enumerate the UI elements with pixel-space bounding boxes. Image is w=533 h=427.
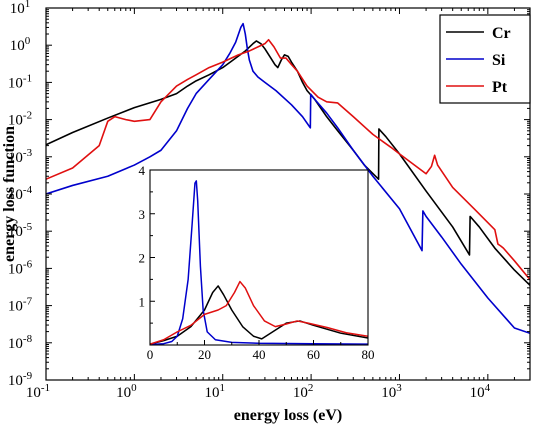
y-tick-exponent: 1 xyxy=(25,0,31,10)
inset-background xyxy=(150,170,368,345)
y-tick-base: 10 xyxy=(8,113,23,129)
inset-x-tick-label: 60 xyxy=(307,347,320,362)
y-tick-exponent: -6 xyxy=(23,258,33,270)
x-tick-label: 10-1 xyxy=(26,382,50,401)
x-tick-base: 10 xyxy=(116,385,131,401)
x-tick-exponent: 2 xyxy=(308,382,314,394)
x-tick-exponent: 1 xyxy=(219,382,225,394)
y-tick-label: 101 xyxy=(10,0,31,17)
inset-y-tick-label: 1 xyxy=(139,294,146,309)
y-tick-base: 10 xyxy=(8,150,23,166)
y-tick-base: 10 xyxy=(8,75,23,91)
y-tick-label: 10-5 xyxy=(8,221,33,240)
x-tick-label: 104 xyxy=(470,382,491,401)
y-tick-base: 10 xyxy=(10,38,25,54)
inset-y-tick-label: 3 xyxy=(139,207,146,222)
inset-x-tick-label: 80 xyxy=(362,347,375,362)
y-tick-base: 10 xyxy=(8,373,23,389)
legend-label-cr: Cr xyxy=(492,25,511,42)
inset-series-line-si xyxy=(150,180,368,345)
y-tick-base: 10 xyxy=(8,261,23,277)
inset-y-tick-label: 4 xyxy=(139,163,146,178)
x-tick-base: 10 xyxy=(470,385,485,401)
y-tick-exponent: -3 xyxy=(23,147,33,159)
series-line-pt xyxy=(46,38,530,281)
x-tick-label: 103 xyxy=(381,382,402,401)
legend-label-si: Si xyxy=(492,52,506,69)
y-tick-label: 10-1 xyxy=(8,72,32,91)
y-tick-exponent: -2 xyxy=(23,110,32,122)
series-line-si xyxy=(46,22,530,335)
y-tick-exponent: -9 xyxy=(23,370,33,382)
x-tick-label: 100 xyxy=(116,382,137,401)
x-tick-exponent: 0 xyxy=(131,382,137,394)
x-tick-exponent: -1 xyxy=(41,382,50,394)
y-tick-label: 10-4 xyxy=(8,184,33,203)
inset-x-tick-label: 40 xyxy=(253,347,266,362)
y-tick-exponent: 0 xyxy=(25,35,31,47)
x-tick-exponent: 4 xyxy=(485,382,491,394)
y-tick-label: 10-8 xyxy=(8,333,33,352)
y-tick-label: 10-7 xyxy=(8,296,33,315)
y-tick-base: 10 xyxy=(10,1,25,17)
y-tick-exponent: -8 xyxy=(23,333,33,345)
y-tick-exponent: -7 xyxy=(23,296,33,308)
y-tick-label: 10-3 xyxy=(8,147,33,166)
x-tick-base: 10 xyxy=(204,385,219,401)
y-tick-label: 100 xyxy=(10,35,31,54)
x-tick-label: 102 xyxy=(293,382,314,401)
x-axis-title: energy loss (eV) xyxy=(234,407,342,424)
y-axis-title: energy loss function xyxy=(1,126,18,262)
y-tick-exponent: -5 xyxy=(23,221,33,233)
inset-y-tick-label: 2 xyxy=(139,251,146,266)
y-tick-label: 10-9 xyxy=(8,370,33,389)
x-tick-base: 10 xyxy=(26,385,41,401)
y-tick-exponent: -4 xyxy=(23,184,33,196)
inset-x-tick-label: 0 xyxy=(147,347,154,362)
y-tick-exponent: -1 xyxy=(23,72,32,84)
y-tick-base: 10 xyxy=(8,224,23,240)
inset-series-line-pt xyxy=(150,280,368,345)
x-tick-exponent: 3 xyxy=(396,382,402,394)
y-tick-label: 10-2 xyxy=(8,110,32,129)
y-tick-base: 10 xyxy=(8,336,23,352)
inset-x-tick-label: 20 xyxy=(198,347,211,362)
y-tick-base: 10 xyxy=(8,299,23,315)
x-tick-base: 10 xyxy=(381,385,396,401)
legend-label-pt: Pt xyxy=(492,79,508,96)
y-tick-base: 10 xyxy=(8,187,23,203)
series-line-cr xyxy=(46,40,530,286)
x-tick-base: 10 xyxy=(293,385,308,401)
y-tick-label: 10-6 xyxy=(8,258,33,277)
x-tick-label: 101 xyxy=(204,382,225,401)
